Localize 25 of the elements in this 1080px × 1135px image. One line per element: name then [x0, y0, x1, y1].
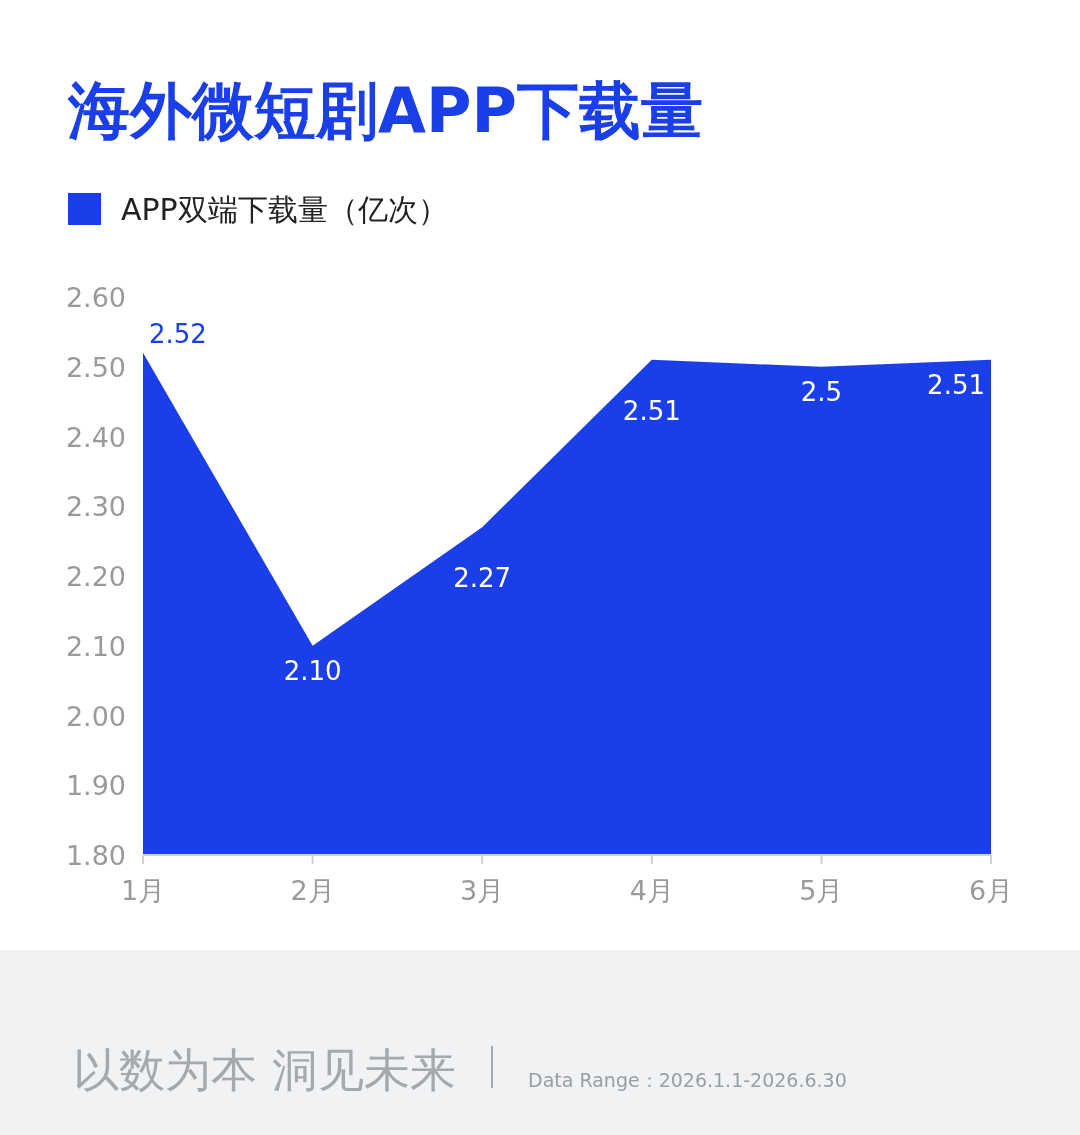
data-label: 2.52: [149, 318, 207, 349]
chart-title: 海外微短剧APP下载量: [67, 74, 703, 147]
x-tick-label: 1月: [120, 875, 166, 906]
y-tick-label: 2.60: [65, 282, 126, 313]
data-label: 2.51: [927, 369, 985, 400]
data-label: 2.5: [800, 376, 843, 407]
y-tick-label: 2.10: [65, 630, 126, 662]
y-tick-label: 2.00: [65, 700, 126, 732]
text: 以数为本 洞见未来: [73, 1043, 456, 1097]
y-tick-label: 1.80: [65, 840, 126, 871]
y-tick-label: 2.30: [65, 491, 126, 523]
x-tick-label: 4月: [629, 875, 674, 906]
x-tick-label: 6月: [968, 875, 1014, 906]
data-label: 2.27: [453, 563, 512, 594]
x-tick-label: 2月: [290, 875, 335, 906]
x-tick-label: 5月: [799, 875, 844, 906]
y-tick-label: 2.40: [65, 421, 126, 453]
data-label: 2.10: [283, 655, 342, 686]
legend-label: APP双端下载量（亿次）: [121, 192, 448, 227]
x-tick-label: 3月: [460, 875, 505, 906]
y-tick-label: 2.50: [65, 351, 126, 383]
y-tick-label: 2.20: [65, 561, 126, 592]
y-tick-label: 1.90: [65, 770, 126, 802]
text: Data Range：2026.1.1-2026.6.30: [528, 1069, 847, 1091]
data-label: 2.51: [622, 395, 681, 426]
